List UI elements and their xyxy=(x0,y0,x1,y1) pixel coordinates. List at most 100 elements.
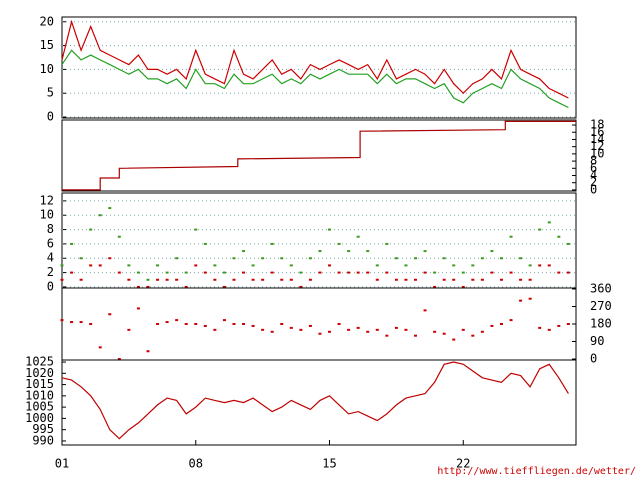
point xyxy=(461,285,465,288)
point xyxy=(127,278,131,281)
point xyxy=(280,323,284,325)
point xyxy=(89,323,93,325)
point xyxy=(404,328,408,331)
point xyxy=(337,323,341,325)
point xyxy=(98,264,102,267)
point xyxy=(375,264,379,267)
point xyxy=(356,326,360,329)
point xyxy=(385,242,389,245)
point xyxy=(308,278,312,281)
y-tick-label: 1010 xyxy=(25,388,54,402)
point xyxy=(394,278,398,281)
point xyxy=(156,264,160,267)
point xyxy=(471,334,475,337)
point xyxy=(394,326,398,329)
series-line xyxy=(62,120,576,191)
point xyxy=(270,271,274,274)
point xyxy=(261,257,265,260)
y-tick-label: 8 xyxy=(47,222,54,236)
point xyxy=(175,319,179,322)
point xyxy=(79,257,83,260)
point xyxy=(280,278,284,281)
point xyxy=(519,299,523,302)
point xyxy=(557,271,561,274)
y-tick-label: 6 xyxy=(47,236,54,250)
credit: http://www.tieffliegen.de/wetter/ xyxy=(437,466,636,477)
point xyxy=(299,328,303,331)
y-tick-label: 10 xyxy=(590,146,604,160)
point xyxy=(184,285,188,288)
point xyxy=(308,324,312,327)
point xyxy=(175,278,179,281)
point xyxy=(127,328,131,331)
point xyxy=(452,278,456,281)
point xyxy=(184,271,188,274)
point xyxy=(480,257,484,260)
point xyxy=(222,271,226,274)
point xyxy=(117,358,121,361)
point xyxy=(328,228,332,231)
point xyxy=(194,264,198,267)
point xyxy=(557,324,561,327)
point xyxy=(499,257,503,260)
point xyxy=(242,271,246,274)
y-tick-label: 180 xyxy=(590,317,612,331)
y-tick-label: 1020 xyxy=(25,366,54,380)
y-tick-label: 270 xyxy=(590,299,612,313)
plot-frame xyxy=(61,16,577,119)
point xyxy=(280,257,284,260)
y-tick-label: 0 xyxy=(47,110,54,124)
point xyxy=(490,250,494,253)
y-tick-label: 18 xyxy=(590,118,604,132)
point xyxy=(538,228,542,231)
y-tick-label: 990 xyxy=(32,433,54,447)
point xyxy=(165,321,169,324)
point xyxy=(471,278,475,281)
point xyxy=(394,257,398,260)
y-tick-label: 12 xyxy=(590,139,604,153)
y-tick-label: 10 xyxy=(40,62,54,76)
point xyxy=(79,321,83,324)
point xyxy=(366,330,370,333)
series-line xyxy=(61,49,569,109)
series-line xyxy=(61,361,569,440)
point xyxy=(203,242,207,245)
point xyxy=(509,271,513,274)
point xyxy=(261,328,265,331)
point xyxy=(289,278,293,281)
point xyxy=(547,221,551,224)
point xyxy=(108,207,112,210)
point xyxy=(366,271,370,274)
plot-frame xyxy=(61,119,577,192)
point xyxy=(242,323,246,325)
point xyxy=(366,250,370,253)
point xyxy=(222,319,226,322)
point xyxy=(136,285,140,288)
point xyxy=(509,319,513,322)
y-tick-label: 360 xyxy=(590,281,612,295)
point xyxy=(60,264,64,267)
point xyxy=(98,214,102,217)
point xyxy=(194,323,198,325)
y-tick-label: 2 xyxy=(590,175,597,189)
point xyxy=(356,271,360,274)
point xyxy=(490,271,494,274)
point xyxy=(461,328,465,331)
point xyxy=(98,346,102,349)
y-tick-label: 20 xyxy=(40,14,54,28)
point xyxy=(60,319,64,322)
y-tick-label: 8 xyxy=(590,154,597,168)
y-tick-label: 4 xyxy=(590,168,597,182)
y-tick-label: 15 xyxy=(40,38,54,52)
point xyxy=(404,278,408,281)
point xyxy=(347,328,351,331)
y-tick-label: 2 xyxy=(47,265,54,279)
point xyxy=(232,323,236,325)
point xyxy=(79,278,83,281)
y-tick-label: 4 xyxy=(47,251,54,265)
point xyxy=(270,330,274,333)
point xyxy=(413,278,417,281)
series-line xyxy=(61,19,569,99)
y-tick-label: 0 xyxy=(590,182,597,196)
point xyxy=(423,309,427,312)
